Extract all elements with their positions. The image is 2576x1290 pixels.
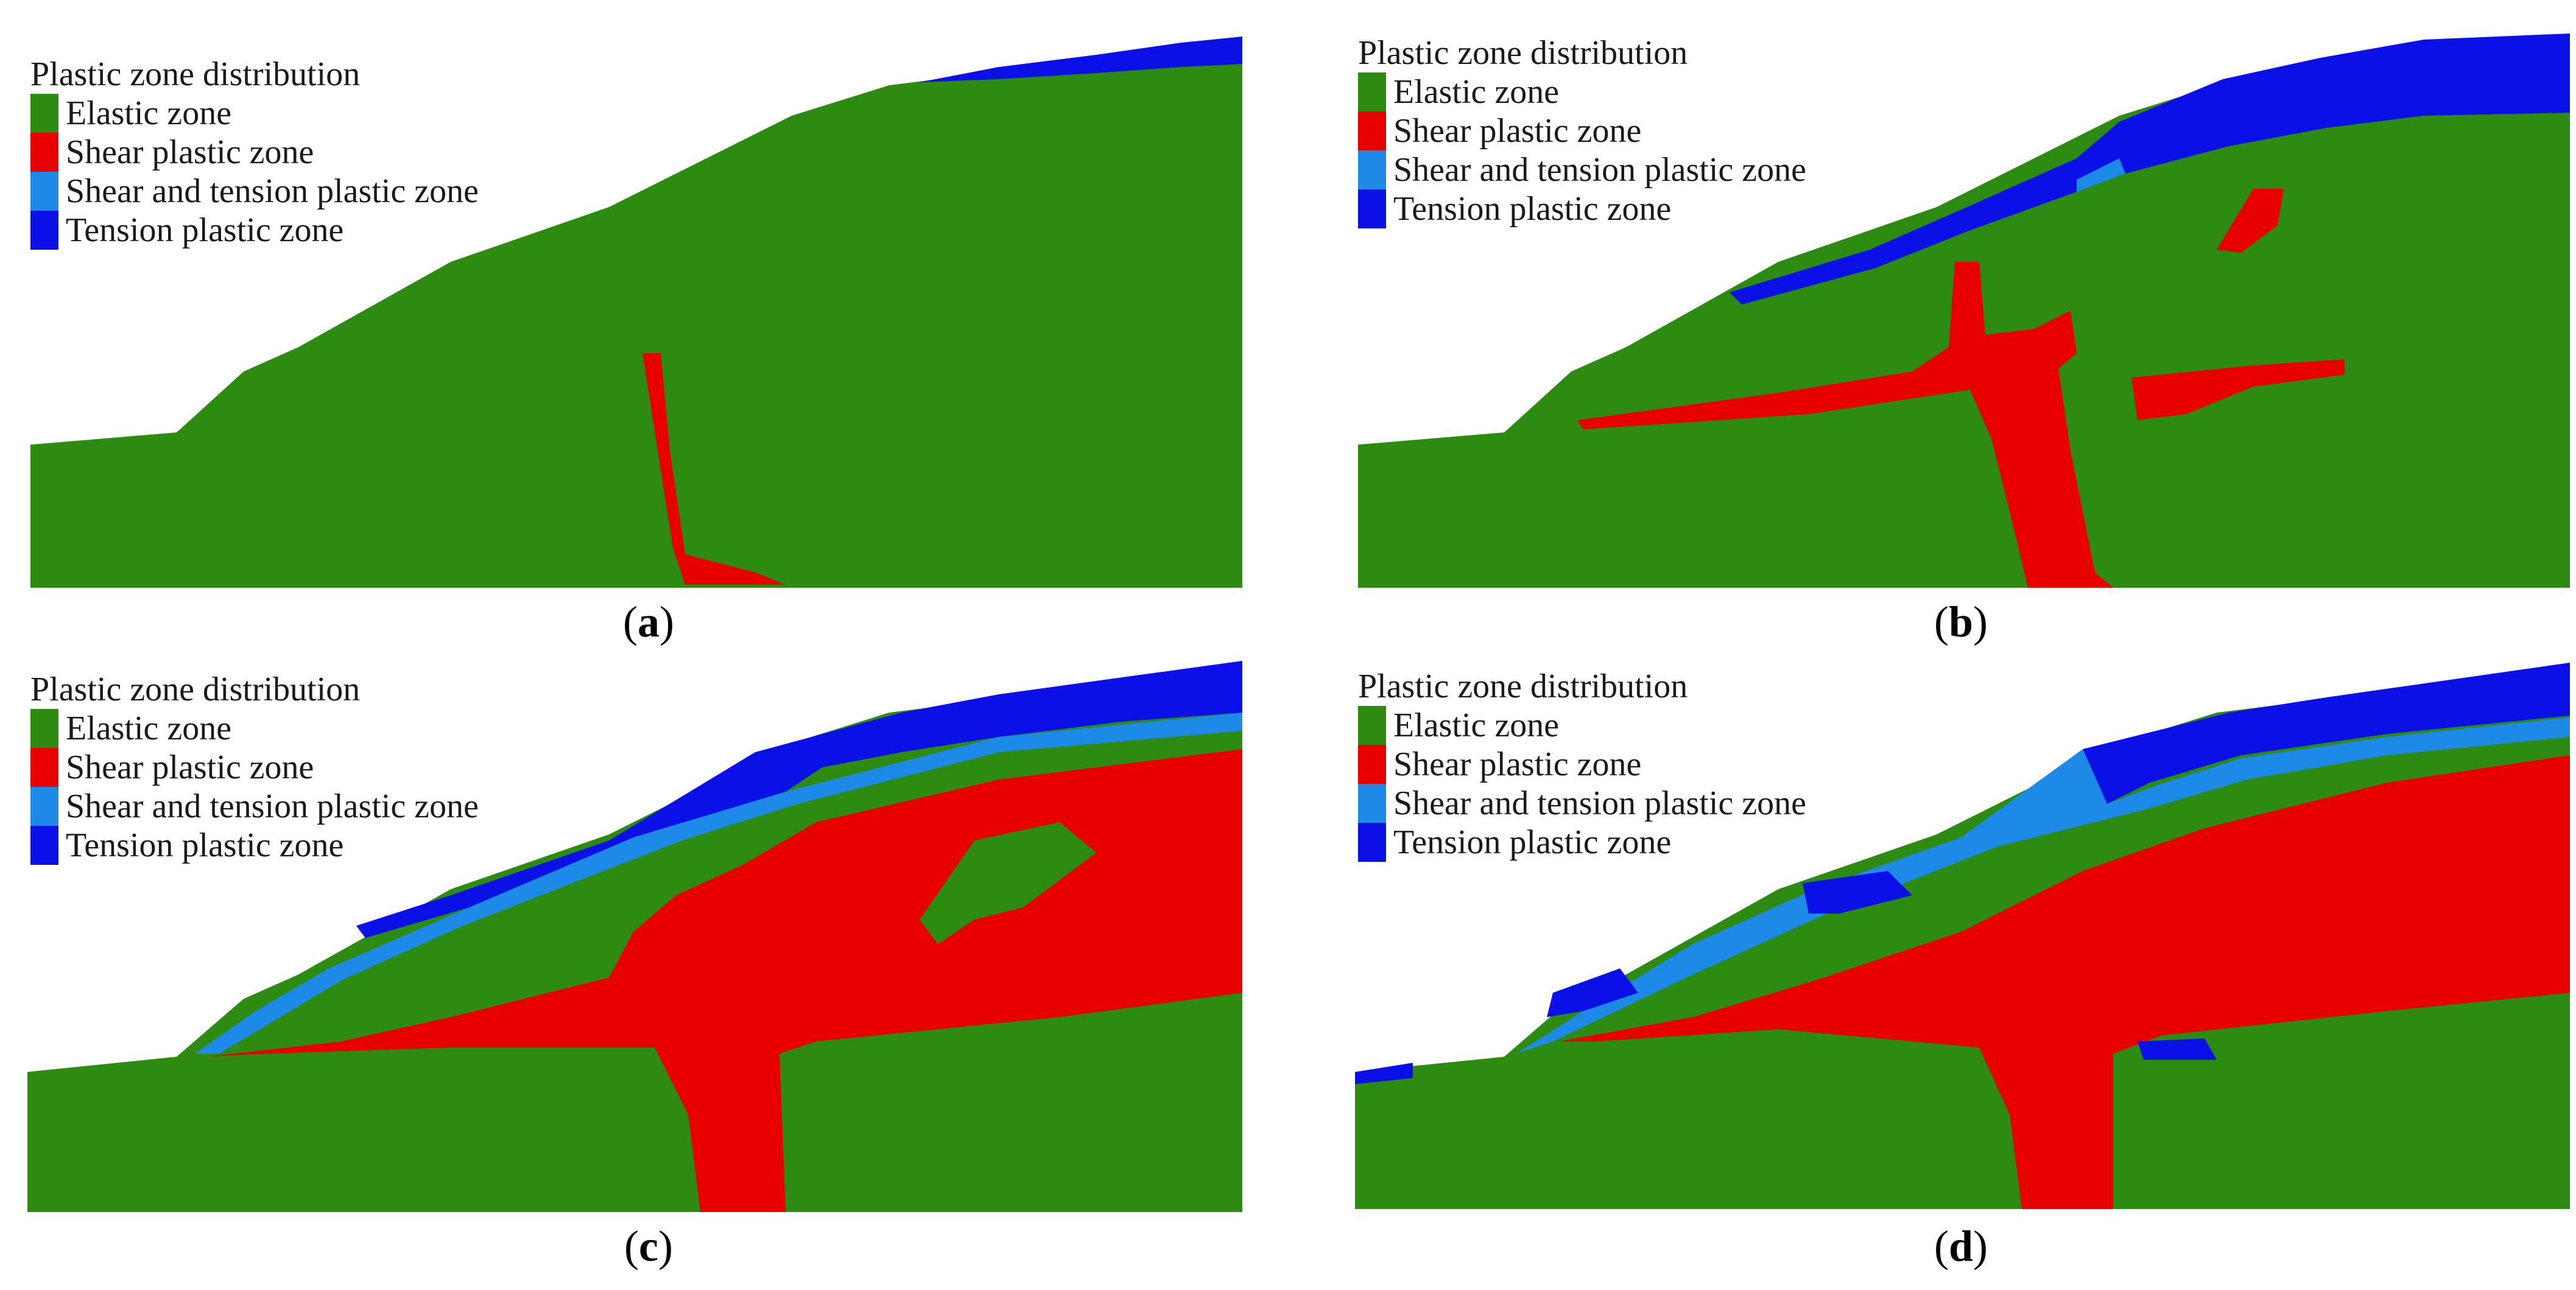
legend-swatch [1358,745,1386,784]
panel-d: Plastic zone distribution Elastic zone S… [1352,652,2576,1271]
legend: Plastic zone distribution Elastic zone S… [1358,667,1806,862]
legend-item-tension: Tension plastic zone [1358,189,1806,228]
legend-swatch [1358,150,1386,189]
legend-item-shear: Shear plastic zone [30,133,479,172]
legend-swatch [30,826,58,865]
tension-plastic-zone-region [1803,871,1912,914]
caption-b: (b) [1934,597,1988,646]
legend-label: Tension plastic zone [66,211,344,249]
panel-a: Plastic zone distribution Elastic zone S… [24,24,1273,646]
legend-title: Plastic zone distribution [30,671,361,708]
legend-label: Elastic zone [1393,707,1560,744]
legend-item-shear: Shear plastic zone [30,748,479,787]
legend-label: Tension plastic zone [1393,823,1672,861]
tension-plastic-zone-region [2083,663,2570,804]
legend-label: Tension plastic zone [1393,190,1672,228]
legend-swatch [30,787,58,826]
legend-item-tension: Tension plastic zone [30,211,479,250]
legend-label: Shear and tension plastic zone [66,172,479,210]
legend-title: Plastic zone distribution [1358,34,1688,72]
legend-swatch [1358,111,1386,150]
caption-d: (d) [1934,1222,1988,1271]
legend-item-shear-tension: Shear and tension plastic zone [30,172,479,211]
legend-swatch [1358,784,1386,823]
legend-swatch [1358,72,1386,111]
legend-label: Shear plastic zone [1393,112,1642,150]
legend-label: Elastic zone [1393,73,1560,111]
legend-item-elastic: Elastic zone [30,94,479,133]
legend-label: Shear and tension plastic zone [1393,151,1807,189]
legend-label: Shear and tension plastic zone [1393,784,1807,822]
legend-label: Elastic zone [66,94,232,132]
legend-item-shear: Shear plastic zone [1358,111,1806,150]
legend-swatch [30,211,58,250]
legend-swatch [30,172,58,211]
shear-plastic-zone-region [1559,755,2570,1209]
elastic-zone-region [30,61,1242,588]
legend-item-elastic: Elastic zone [1358,72,1806,111]
shear-plastic-zone-region [642,353,786,585]
legend-swatch [30,748,58,787]
legend-item-shear-tension: Shear and tension plastic zone [1358,150,1806,189]
tension-plastic-zone-region [920,37,1242,82]
legend-item-shear: Shear plastic zone [1358,745,1806,784]
tension-plastic-zone-region [1547,968,1638,1017]
legend-label: Shear plastic zone [66,133,314,171]
elastic-zone-region [920,822,1096,944]
legend-item-shear-tension: Shear and tension plastic zone [1358,784,1806,823]
panel-c: Plastic zone distribution Elastic zone S… [24,652,1273,1271]
legend-title: Plastic zone distribution [30,55,361,93]
tension-plastic-zone-region [1730,33,2570,305]
legend-item-elastic: Elastic zone [30,709,479,748]
slope-model-d [1355,663,2570,1209]
legend-label: Shear plastic zone [1393,745,1642,783]
legend-label: Shear plastic zone [66,749,314,786]
legend-swatch [1358,189,1386,228]
legend-swatch [30,94,58,133]
shear-plastic-zone-region [1577,262,2113,588]
legend: Plastic zone distribution Elastic zone S… [30,670,479,865]
shear-plastic-zone-region [2131,359,2345,420]
legend-label: Elastic zone [66,710,232,747]
tension-plastic-zone-region [1355,1063,1413,1084]
shear-tension-plastic-zone-region [1516,717,2570,1054]
legend-item-tension: Tension plastic zone [1358,823,1806,862]
legend-title: Plastic zone distribution [1358,668,1688,705]
caption-a: (a) [623,597,674,646]
slope-model-b [1358,33,2570,588]
legend-swatch [30,133,58,172]
legend-swatch [1358,823,1386,862]
legend-swatch [30,709,58,748]
legend-swatch [1358,706,1386,745]
legend: Plastic zone distribution Elastic zone S… [30,55,479,250]
legend-item-elastic: Elastic zone [1358,706,1806,745]
slope-model-a [30,37,1242,588]
legend: Plastic zone distribution Elastic zone S… [1358,33,1806,228]
panel-b: Plastic zone distribution Elastic zone S… [1352,24,2576,646]
shear-tension-plastic-zone-region [2077,158,2125,192]
slope-model-c [27,661,1242,1212]
caption-c: (c) [624,1222,673,1271]
legend-item-shear-tension: Shear and tension plastic zone [30,787,479,826]
elastic-zone-region [834,1005,1242,1212]
legend-item-tension: Tension plastic zone [30,826,479,865]
tension-plastic-zone-region [2138,1038,2217,1060]
tension-plastic-zone-region [356,661,1242,938]
legend-label: Tension plastic zone [66,827,344,864]
legend-label: Shear and tension plastic zone [66,788,479,825]
shear-plastic-zone-region [2217,189,2284,253]
